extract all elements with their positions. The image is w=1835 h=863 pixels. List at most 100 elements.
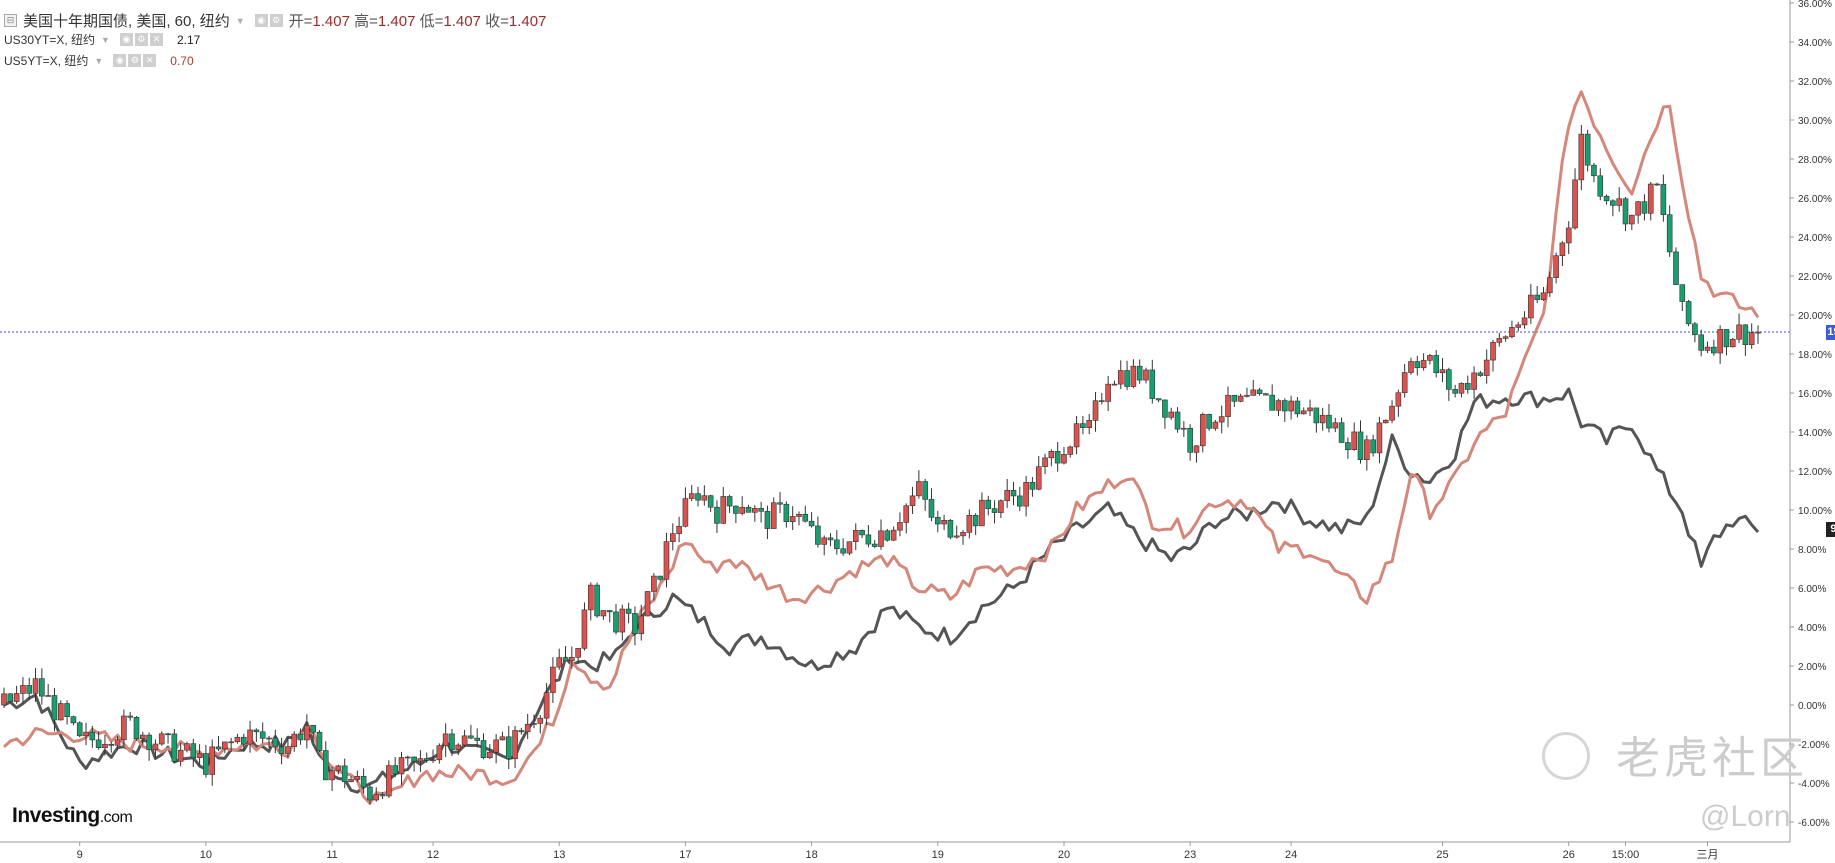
candle-body (335, 765, 342, 771)
candle-body (1692, 323, 1698, 336)
x-tick-label: 15:00 (1612, 849, 1640, 861)
candle-body (1231, 394, 1238, 402)
candle-body (1742, 324, 1749, 345)
candle-body (669, 533, 676, 542)
candle-body (1471, 372, 1477, 390)
brand-name: Investing (12, 804, 100, 827)
series-30y-name[interactable]: US30YT=X, 纽约 (4, 33, 96, 47)
candle-body (1218, 416, 1225, 423)
candle-body (777, 502, 783, 505)
close-icon[interactable]: ✕ (149, 33, 163, 46)
candle-body (158, 733, 165, 745)
y-tick-label: -6.00% (1798, 818, 1830, 829)
candle-body (1313, 407, 1320, 424)
candle-body (1256, 389, 1263, 394)
candle-body (266, 737, 272, 740)
candle-body (707, 495, 714, 508)
candle-body (979, 499, 985, 527)
candle-body (941, 520, 947, 525)
main-series-title[interactable]: 美国十年期国债, 美国, 60, 纽约 (23, 13, 230, 30)
candle-body (83, 731, 89, 737)
candle-body (76, 722, 83, 737)
watermark-handle: @Lorn (1700, 800, 1791, 833)
candle-body (304, 725, 310, 741)
y-tick-label: 30.00% (1798, 116, 1832, 127)
candle-body (1502, 336, 1509, 339)
candle-body (89, 731, 96, 741)
candle-body (1641, 201, 1648, 214)
collapse-icon[interactable]: ⊟ (4, 14, 17, 27)
candle-body (688, 493, 695, 499)
candle-body (632, 613, 638, 635)
series-5y-name[interactable]: US5YT=X, 纽约 (4, 54, 89, 68)
candle-body (474, 737, 481, 741)
candle-body (1395, 392, 1402, 407)
candle-body (1565, 227, 1572, 244)
candle-body (676, 525, 682, 534)
candle-body (1206, 414, 1212, 429)
settings-icon[interactable]: ⚙ (269, 14, 283, 27)
candle-body (1099, 400, 1105, 402)
candle-body (1244, 395, 1250, 397)
candle-body (1181, 427, 1187, 430)
candle-body (524, 723, 531, 733)
candle-body (1105, 383, 1111, 402)
y-tick-label: -2.00% (1798, 740, 1830, 751)
candle-body (1061, 454, 1067, 464)
candle-body (367, 786, 373, 801)
candle-body (310, 725, 316, 733)
candle-body (259, 731, 266, 739)
close-icon[interactable]: ✕ (143, 54, 157, 67)
candle-body (985, 499, 992, 509)
candle-body (947, 520, 954, 538)
chevron-down-icon[interactable]: ▼ (101, 34, 110, 45)
y-tick-label: 8.00% (1798, 545, 1826, 556)
candle-body (1092, 400, 1099, 421)
legend-tools: ◉ ⚙ ✕ (113, 54, 157, 67)
candle-body (373, 794, 380, 801)
candle-body (934, 517, 941, 525)
candle-body (1073, 423, 1080, 448)
brand-logo: Investing.com (12, 804, 133, 828)
candle-body (348, 779, 354, 783)
series-30y-value: 2.17 (176, 32, 201, 47)
chevron-down-icon[interactable]: ▼ (94, 55, 104, 66)
candle-body (184, 743, 190, 751)
candle-body (1136, 365, 1143, 381)
visibility-icon[interactable]: ◉ (119, 33, 133, 46)
candle-body (733, 505, 739, 514)
candle-body (1370, 439, 1376, 454)
candle-body (1496, 338, 1503, 343)
candle-body (177, 749, 184, 762)
candle-body (222, 741, 228, 750)
candle-body (1616, 198, 1622, 206)
series-line-5y (2, 90, 1760, 805)
y-tick-label: 36.00% (1798, 0, 1832, 10)
x-tick-label: 9 (77, 849, 83, 861)
chevron-down-icon[interactable]: ▼ (235, 15, 245, 26)
y-tick-label: 18.00% (1798, 350, 1832, 361)
visibility-icon[interactable]: ◉ (254, 14, 268, 27)
candle-body (1420, 360, 1427, 369)
y-tick-label: -4.00% (1798, 779, 1830, 790)
candle-body (1515, 324, 1522, 328)
visibility-icon[interactable]: ◉ (113, 54, 127, 67)
candle-body (133, 717, 140, 739)
candle-body (1660, 184, 1667, 216)
candle-body (575, 648, 581, 658)
candle-body (1042, 457, 1048, 468)
candle-body (960, 532, 966, 537)
candle-body (972, 514, 979, 527)
candle-body (404, 756, 411, 759)
settings-icon[interactable]: ⚙ (134, 33, 148, 46)
candle-body (859, 529, 865, 536)
candle-body (1130, 365, 1137, 387)
candle-body (1490, 342, 1496, 361)
candle-body (196, 753, 203, 758)
settings-icon[interactable]: ⚙ (128, 54, 142, 67)
candle-body (379, 794, 386, 797)
candle-body (752, 508, 758, 513)
candle-body (247, 729, 253, 745)
candle-body (909, 495, 916, 507)
